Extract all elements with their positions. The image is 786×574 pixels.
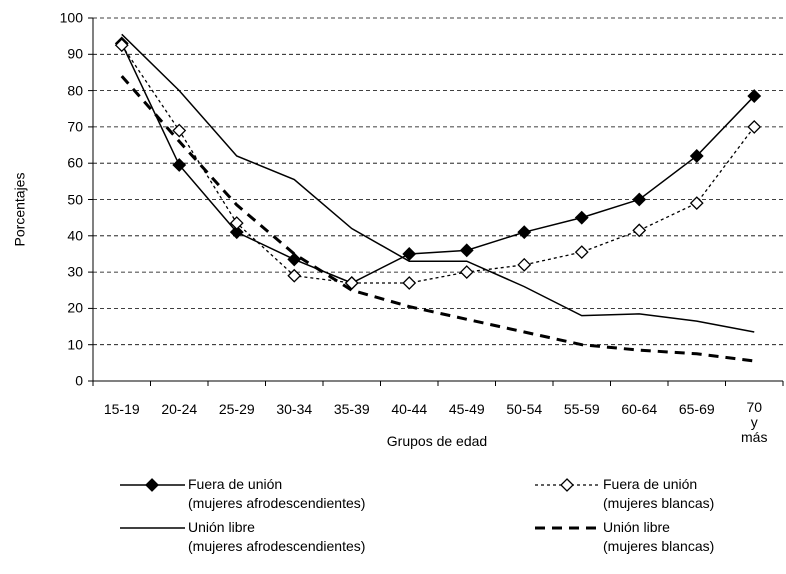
legend-label: Fuera de unión (mujeres afrodescendiente… (188, 476, 366, 511)
x-tick-label: 45-49 (448, 401, 485, 417)
legend-label: Unión libre (mujeres afrodescendientes) (188, 519, 366, 554)
y-tick-label: 0 (75, 372, 83, 389)
series-line (121, 43, 755, 284)
y-tick-label: 60 (67, 154, 83, 171)
x-tick-label: 15-19 (103, 401, 140, 417)
x-tick-label: 60-64 (621, 401, 658, 417)
x-tick-label: 65-69 (678, 401, 715, 417)
marker (517, 225, 532, 240)
x-tick-label: 20-24 (161, 401, 198, 417)
legend-marker (145, 478, 159, 492)
marker (229, 216, 244, 231)
x-tick-label: 30-34 (276, 401, 313, 417)
series-line (120, 75, 755, 363)
legend-label: Unión libre (mujeres blancas) (603, 519, 715, 554)
marker (747, 119, 762, 134)
marker (574, 245, 589, 260)
marker (632, 192, 647, 207)
y-tick-label: 10 (67, 336, 83, 353)
y-tick-label: 100 (59, 9, 83, 26)
x-tick-label: 25-29 (218, 401, 255, 417)
series-line (121, 33, 755, 333)
marker (229, 225, 244, 240)
marker (402, 276, 417, 290)
marker (689, 149, 704, 163)
marker (172, 158, 187, 172)
marker (287, 268, 302, 283)
marker (747, 89, 762, 103)
y-tick-label: 40 (67, 227, 83, 244)
x-tick-label: 40-44 (391, 401, 428, 417)
marker (574, 210, 589, 225)
marker (517, 257, 532, 272)
x-tick-label: 55-59 (563, 401, 600, 417)
y-tick-label: 50 (67, 191, 83, 207)
marker (689, 196, 704, 211)
y-tick-label: 90 (67, 45, 83, 62)
legend-label: Fuera de unión (mujeres blancas) (603, 476, 715, 511)
series-line (121, 44, 755, 284)
y-axis-label: Porcentajes (11, 172, 28, 247)
x-tick-label: 70 y más (741, 399, 768, 445)
x-axis-label: Grupos de edad (386, 433, 488, 449)
marker (402, 247, 417, 261)
marker (632, 223, 647, 238)
legend-marker (560, 478, 574, 492)
y-tick-label: 80 (67, 82, 83, 99)
marker (172, 123, 187, 138)
marker (287, 252, 302, 267)
y-tick-label: 20 (67, 299, 83, 316)
x-tick-label: 50-54 (506, 401, 543, 417)
y-tick-label: 70 (67, 118, 83, 135)
y-tick-label: 30 (67, 263, 83, 280)
marker (459, 243, 474, 258)
x-tick-label: 35-39 (333, 401, 370, 417)
marker (459, 265, 474, 280)
marker (114, 38, 129, 53)
